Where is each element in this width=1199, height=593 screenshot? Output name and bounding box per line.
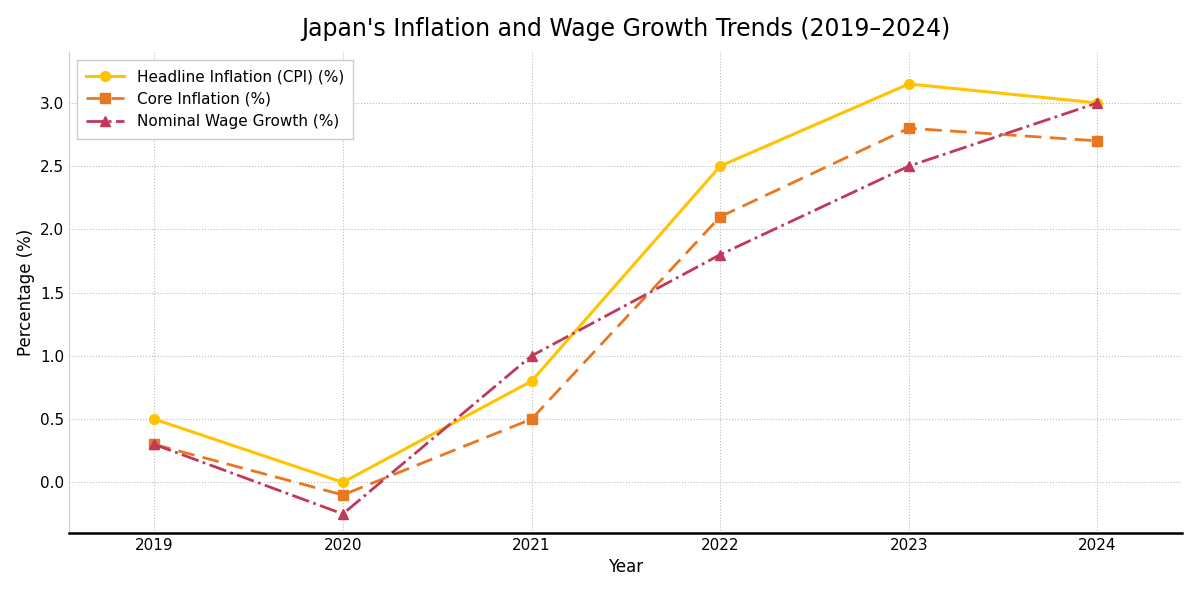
Nominal Wage Growth (%) (902, 162, 916, 170)
Headline Inflation (CPI) (%) (147, 416, 162, 423)
Y-axis label: Percentage (%): Percentage (%) (17, 229, 35, 356)
Nominal Wage Growth (%) (1090, 100, 1104, 107)
Core Inflation (%) (902, 125, 916, 132)
Nominal Wage Growth (%) (524, 352, 538, 359)
Legend: Headline Inflation (CPI) (%), Core Inflation (%), Nominal Wage Growth (%): Headline Inflation (CPI) (%), Core Infla… (77, 60, 353, 139)
Headline Inflation (CPI) (%) (524, 378, 538, 385)
X-axis label: Year: Year (608, 559, 644, 576)
Headline Inflation (CPI) (%) (1090, 100, 1104, 107)
Core Inflation (%) (336, 492, 350, 499)
Core Inflation (%) (713, 213, 728, 221)
Core Inflation (%) (1090, 138, 1104, 145)
Headline Inflation (CPI) (%) (336, 479, 350, 486)
Core Inflation (%) (147, 441, 162, 448)
Nominal Wage Growth (%) (713, 251, 728, 258)
Headline Inflation (CPI) (%) (713, 162, 728, 170)
Line: Headline Inflation (CPI) (%): Headline Inflation (CPI) (%) (150, 79, 1102, 487)
Core Inflation (%) (524, 416, 538, 423)
Nominal Wage Growth (%) (147, 441, 162, 448)
Nominal Wage Growth (%) (336, 511, 350, 518)
Headline Inflation (CPI) (%) (902, 81, 916, 88)
Line: Nominal Wage Growth (%): Nominal Wage Growth (%) (150, 98, 1102, 519)
Title: Japan's Inflation and Wage Growth Trends (2019–2024): Japan's Inflation and Wage Growth Trends… (301, 17, 951, 41)
Line: Core Inflation (%): Core Inflation (%) (150, 123, 1102, 500)
